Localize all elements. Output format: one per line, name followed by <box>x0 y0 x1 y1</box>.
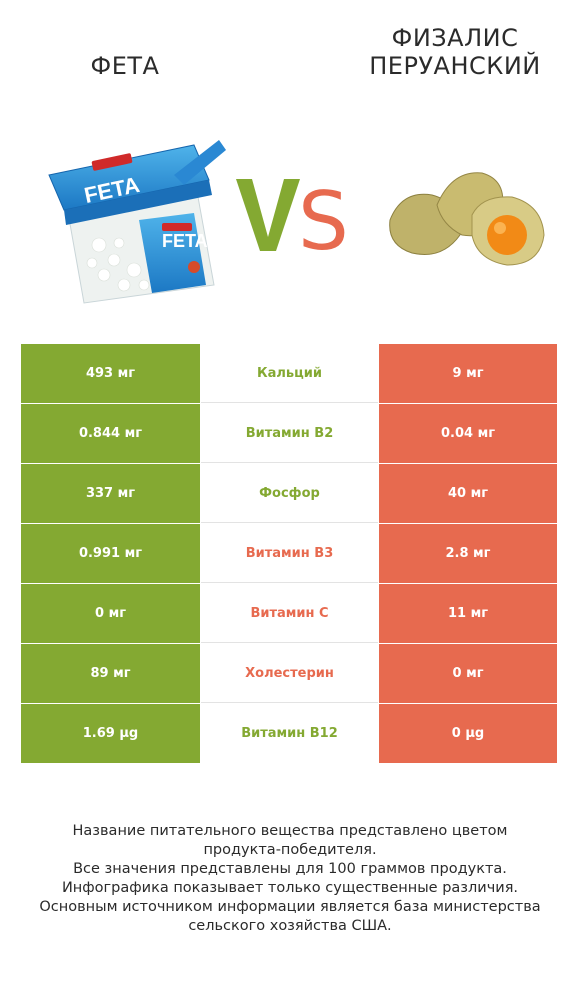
left-value: 0.844 мг <box>21 404 200 463</box>
left-value: 89 мг <box>21 644 200 703</box>
left-value: 0 мг <box>21 584 200 643</box>
right-value: 2.8 мг <box>379 524 557 583</box>
footer-note: Название питательного вещества представл… <box>0 822 580 936</box>
left-product-title: ФЕТА <box>90 52 160 80</box>
comparison-table: 493 мг Кальций 9 мг 0.844 мг Витамин B2 … <box>21 344 557 764</box>
right-title-line-2: ПЕРУАНСКИЙ <box>369 52 541 80</box>
table-row: 0 мг Витамин C 11 мг <box>21 584 557 644</box>
svg-text:FETA: FETA <box>162 231 208 251</box>
footer-line: продукта-победителя. <box>203 842 377 858</box>
right-value: 11 мг <box>379 584 557 643</box>
right-title-line-1: ФИЗАЛИС <box>391 24 519 52</box>
vs-label: S <box>236 175 349 265</box>
physalis-image <box>389 172 545 266</box>
footer-line: Все значения представлены для 100 граммо… <box>73 861 507 877</box>
right-value: 0 мг <box>379 644 557 703</box>
nutrient-name: Витамин B2 <box>201 404 378 463</box>
table-row: 89 мг Холестерин 0 мг <box>21 644 557 704</box>
left-value: 0.991 мг <box>21 524 200 583</box>
feta-package-image: FETA FETA <box>48 140 226 304</box>
right-value: 0.04 мг <box>379 404 557 463</box>
right-value: 40 мг <box>379 464 557 523</box>
svg-text:S: S <box>298 175 349 265</box>
nutrient-name: Холестерин <box>201 644 378 703</box>
right-value: 0 µg <box>379 704 557 763</box>
nutrient-name: Витамин B3 <box>201 524 378 583</box>
right-value: 9 мг <box>379 344 557 403</box>
left-value: 337 мг <box>21 464 200 523</box>
footer-line: Название питательного вещества представл… <box>72 823 508 839</box>
left-value: 1.69 µg <box>21 704 200 763</box>
nutrient-name: Кальций <box>201 344 378 403</box>
nutrient-name: Витамин C <box>201 584 378 643</box>
table-row: 493 мг Кальций 9 мг <box>21 344 557 404</box>
table-row: 1.69 µg Витамин B12 0 µg <box>21 704 557 764</box>
table-row: 0.991 мг Витамин B3 2.8 мг <box>21 524 557 584</box>
footer-line: Инфографика показывает только существенн… <box>61 880 519 896</box>
nutrient-name: Фосфор <box>201 464 378 523</box>
right-product-title: ФИЗАЛИС ПЕРУАНСКИЙ <box>345 24 565 80</box>
table-row: 0.844 мг Витамин B2 0.04 мг <box>21 404 557 464</box>
left-value: 493 мг <box>21 344 200 403</box>
footer-line: Основным источником информации является … <box>39 899 541 915</box>
nutrient-name: Витамин B12 <box>201 704 378 763</box>
footer-line: сельского хозяйства США. <box>188 918 392 934</box>
table-row: 337 мг Фосфор 40 мг <box>21 464 557 524</box>
